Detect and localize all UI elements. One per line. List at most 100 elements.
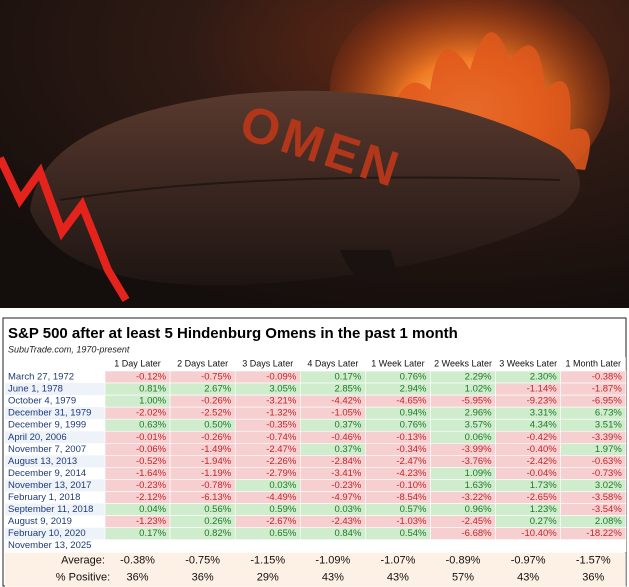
row-date: February 10, 2020 bbox=[8, 528, 86, 539]
row-date: November 13, 2017 bbox=[8, 480, 91, 491]
cell-value: -1.14% bbox=[527, 384, 558, 395]
cell-value: 4.34% bbox=[530, 420, 557, 431]
row-date: October 4, 1979 bbox=[8, 396, 76, 407]
summary-value: 43% bbox=[387, 572, 409, 584]
summary-value: -1.07% bbox=[381, 555, 416, 567]
hull-seam bbox=[59, 176, 561, 201]
cell-value: -0.26% bbox=[201, 432, 232, 443]
summary-value: 29% bbox=[257, 572, 279, 584]
summary-value: 36% bbox=[127, 572, 149, 584]
cell-value: 0.76% bbox=[400, 420, 427, 431]
cell-value: -4.42% bbox=[331, 396, 362, 407]
cell-value: 0.03% bbox=[334, 504, 361, 515]
cell-value: -0.12% bbox=[136, 372, 167, 383]
cell-value: -4.65% bbox=[396, 396, 427, 407]
cell-value: -0.04% bbox=[527, 468, 558, 479]
cell-value: -3.41% bbox=[331, 468, 362, 479]
summary-value: -0.89% bbox=[446, 555, 481, 567]
cell-value: -0.01% bbox=[136, 432, 167, 443]
column-header: 3 Weeks Later bbox=[499, 358, 557, 368]
cell-value: 0.17% bbox=[139, 528, 166, 539]
cell-value: -0.23% bbox=[136, 480, 167, 491]
cell-value: 0.37% bbox=[334, 420, 361, 431]
cell-value: -1.87% bbox=[592, 384, 623, 395]
cell-value: 0.65% bbox=[269, 528, 296, 539]
date-cell bbox=[5, 383, 105, 396]
value-cell bbox=[104, 539, 171, 553]
summary-value: -1.09% bbox=[315, 555, 350, 567]
cell-value: 0.57% bbox=[400, 504, 427, 515]
cell-value: -0.13% bbox=[396, 432, 427, 443]
cell-value: -0.73% bbox=[592, 468, 623, 479]
cell-value: 0.37% bbox=[334, 444, 361, 455]
summary-value: 43% bbox=[322, 572, 344, 584]
cell-value: -3.99% bbox=[461, 444, 492, 455]
cell-value: -0.06% bbox=[136, 444, 167, 455]
cell-value: 3.02% bbox=[595, 480, 622, 491]
cell-value: -6.68% bbox=[461, 528, 492, 539]
cell-value: -2.12% bbox=[136, 492, 167, 503]
cell-value: -2.45% bbox=[461, 516, 492, 527]
table-subtitle: SubuTrade.com, 1970-present bbox=[8, 344, 130, 354]
row-date: September 11, 2018 bbox=[8, 504, 93, 515]
cell-value: -1.49% bbox=[201, 444, 232, 455]
date-cell bbox=[5, 431, 105, 444]
cell-value: -0.26% bbox=[201, 396, 232, 407]
cell-value: 2.08% bbox=[595, 516, 622, 527]
table-title: S&P 500 after at least 5 Hindenburg Omen… bbox=[8, 325, 458, 342]
column-header: 1 Day Later bbox=[114, 358, 161, 368]
cell-value: -0.34% bbox=[396, 444, 427, 455]
summary-value: -0.97% bbox=[511, 555, 546, 567]
date-cell bbox=[5, 503, 105, 516]
summary-value: -0.38% bbox=[120, 555, 155, 567]
cell-value: 3.05% bbox=[269, 384, 296, 395]
cell-value: 0.17% bbox=[334, 372, 361, 383]
summary-value: 36% bbox=[192, 572, 214, 584]
cell-value: 0.94% bbox=[400, 408, 427, 419]
cell-value: -0.40% bbox=[527, 444, 558, 455]
date-cell bbox=[5, 467, 105, 480]
cell-value: -0.46% bbox=[331, 432, 362, 443]
cell-value: 0.81% bbox=[139, 384, 166, 395]
summary-value: 57% bbox=[452, 572, 474, 584]
value-cell bbox=[299, 539, 366, 553]
summary-band bbox=[5, 552, 626, 587]
date-cell bbox=[5, 395, 105, 408]
date-cell bbox=[5, 527, 105, 540]
cell-value: 2.94% bbox=[400, 384, 427, 395]
cell-value: 3.31% bbox=[530, 408, 557, 419]
airship-hull bbox=[30, 90, 580, 286]
cell-value: 3.57% bbox=[465, 420, 492, 431]
cell-value: 1.00% bbox=[139, 396, 166, 407]
cell-value: -2.52% bbox=[201, 408, 232, 419]
column-header: 3 Days Later bbox=[242, 358, 293, 368]
date-cell bbox=[5, 491, 105, 504]
cell-value: -3.22% bbox=[461, 492, 492, 503]
row-date: August 9, 2019 bbox=[8, 516, 72, 527]
cell-value: 2.29% bbox=[465, 372, 492, 383]
summary-label: % Positive: bbox=[56, 572, 110, 584]
cell-value: -0.75% bbox=[201, 372, 232, 383]
row-date: December 9, 1999 bbox=[8, 420, 86, 431]
cell-value: -0.42% bbox=[527, 432, 558, 443]
cell-value: -3.58% bbox=[592, 492, 623, 503]
cell-value: -5.95% bbox=[461, 396, 492, 407]
value-cell bbox=[560, 539, 627, 553]
cell-value: -0.63% bbox=[592, 456, 623, 467]
date-cell bbox=[5, 371, 105, 384]
cell-value: -9.23% bbox=[527, 396, 558, 407]
cell-value: -3.54% bbox=[592, 504, 623, 515]
summary-value: -1.15% bbox=[250, 555, 285, 567]
summary-value: -1.57% bbox=[576, 555, 611, 567]
row-date: February 1, 2018 bbox=[8, 492, 80, 503]
cell-value: 1.97% bbox=[595, 444, 622, 455]
cell-value: -0.52% bbox=[136, 456, 167, 467]
summary-value: 43% bbox=[517, 572, 539, 584]
cell-value: -3.39% bbox=[592, 432, 623, 443]
cell-value: -3.21% bbox=[266, 396, 297, 407]
value-cell bbox=[169, 539, 236, 553]
cell-value: -2.84% bbox=[331, 456, 362, 467]
cell-value: -4.23% bbox=[396, 468, 427, 479]
cell-value: -0.78% bbox=[201, 480, 232, 491]
